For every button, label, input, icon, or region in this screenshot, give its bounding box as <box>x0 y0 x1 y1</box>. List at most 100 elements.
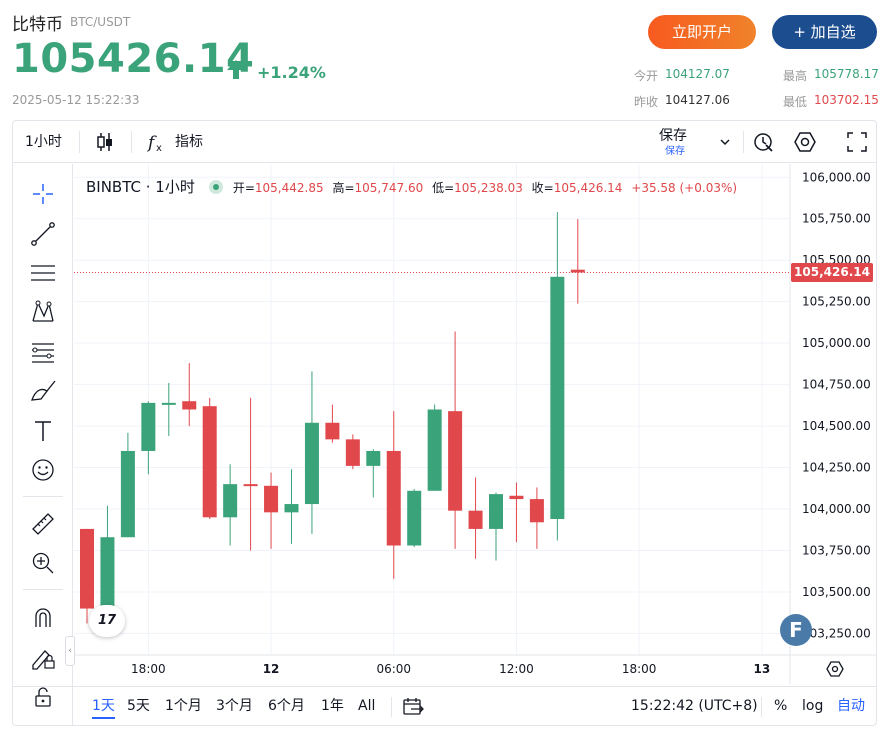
range-divider <box>761 697 762 717</box>
y-tick-label: 106,000.00 <box>802 170 871 184</box>
add-watchlist-button[interactable]: + 加自选 <box>772 15 877 49</box>
open-account-button[interactable]: 立即开户 <box>648 15 756 49</box>
collapse-toolbar-handle[interactable]: ‹ <box>65 636 75 666</box>
today-open-value: 104127.07 <box>665 67 730 81</box>
candle-body <box>80 528 94 609</box>
y-tick-label: 105,750.00 <box>802 212 871 226</box>
today-open-label: 今开 <box>634 69 659 83</box>
svg-text:f: f <box>146 133 157 153</box>
legend-low-label: 低= <box>432 181 455 195</box>
toolbar-divider <box>743 131 744 153</box>
zoom-in-icon[interactable] <box>29 549 57 577</box>
fib-levels-icon[interactable] <box>29 338 57 366</box>
log-scale-toggle[interactable]: log <box>802 698 824 714</box>
range-1m[interactable]: 1个月 <box>165 698 202 714</box>
tradingview-logo[interactable]: 17 <box>89 605 125 637</box>
candle-body <box>509 495 524 500</box>
y-tick-label: 103,750.00 <box>802 543 871 557</box>
candle-body <box>345 439 360 466</box>
chart-clock[interactable]: 15:22:42 (UTC+8) <box>631 698 758 714</box>
range-bar: 1天 5天 1个月 3个月 6个月 1年 All 15:22:42 (UTC+8… <box>13 686 876 725</box>
toolbar-divider <box>23 589 63 590</box>
legend-high-label: 高= <box>332 181 355 195</box>
x-tick-label: 06:00 <box>376 662 411 676</box>
candle-body <box>325 422 340 440</box>
magnet-icon[interactable] <box>29 603 57 631</box>
candle-body <box>448 411 463 511</box>
candle-body <box>489 494 503 529</box>
range-5d[interactable]: 5天 <box>127 698 150 714</box>
high-label: 最高 <box>783 69 808 83</box>
trend-line-icon[interactable] <box>29 220 57 248</box>
toolbar-divider <box>131 131 132 153</box>
candle-body <box>386 450 401 546</box>
last-price-tag: 105,426.14 <box>791 263 873 282</box>
lock-edit-icon[interactable] <box>29 643 57 671</box>
emoji-icon[interactable] <box>29 456 57 484</box>
legend-symbol[interactable]: BINBTC · 1小时 <box>86 178 195 196</box>
candle-body <box>161 402 176 405</box>
low-label: 最低 <box>783 95 808 109</box>
price-change: +1.24% <box>257 63 326 82</box>
percent-scale-toggle[interactable]: % <box>774 698 788 714</box>
alert-clock-icon[interactable] <box>751 130 775 154</box>
candle-body <box>141 402 156 451</box>
hexagon-settings-icon[interactable] <box>793 130 817 154</box>
candle-body <box>550 276 565 519</box>
indicators-button[interactable]: 指标 <box>175 134 203 150</box>
ruler-icon[interactable] <box>29 510 57 538</box>
candle-body <box>202 406 217 518</box>
asset-name: 比特币 <box>12 15 63 35</box>
range-3m[interactable]: 3个月 <box>216 698 253 714</box>
candle-body <box>120 450 135 538</box>
range-all[interactable]: All <box>358 698 376 714</box>
legend-open-label: 开= <box>232 181 255 195</box>
range-6m[interactable]: 6个月 <box>268 698 305 714</box>
chart-toolbar: 1小时 f x 指标 保存 保存 <box>13 121 876 163</box>
auto-scale-toggle[interactable]: 自动 <box>837 698 865 714</box>
y-tick-label: 104,750.00 <box>802 378 871 392</box>
candle-body <box>407 490 422 546</box>
range-1d[interactable]: 1天 <box>92 687 115 726</box>
save-sublabel: 保存 <box>665 146 685 157</box>
candle-body <box>182 401 197 410</box>
market-status-icon <box>208 179 223 194</box>
range-1y[interactable]: 1年 <box>321 698 344 714</box>
calendar-goto-icon[interactable] <box>401 695 425 719</box>
fx-icon[interactable]: f x <box>145 130 169 154</box>
low-value: 103702.15 <box>814 93 879 107</box>
y-tick-label: 104,500.00 <box>802 419 871 433</box>
high-value: 105778.17 <box>814 67 879 81</box>
x-tick-label: 18:00 <box>131 662 166 676</box>
price-timestamp: 2025-05-12 15:22:33 <box>12 93 140 107</box>
candlestick-icon[interactable] <box>93 130 117 154</box>
ohlc-legend: BINBTC · 1小时 开=105,442.85 高=105,747.60 低=… <box>86 176 737 197</box>
drawing-toolbar <box>13 164 73 726</box>
fullscreen-icon[interactable] <box>845 130 869 154</box>
chevron-down-icon[interactable] <box>713 130 737 154</box>
asset-pair: BTC/USDT <box>70 15 131 29</box>
legend-low-value: 105,238.03 <box>454 181 523 195</box>
candle-body <box>223 484 238 518</box>
y-tick-label: 103,250.00 <box>802 626 871 640</box>
interval-selector[interactable]: 1小时 <box>25 134 62 150</box>
unlock-icon[interactable] <box>29 683 57 711</box>
legend-open-value: 105,442.85 <box>254 181 324 195</box>
brush-icon[interactable] <box>29 377 57 405</box>
save-button[interactable]: 保存 <box>659 128 687 144</box>
toolbar-divider <box>23 496 63 497</box>
candle-body <box>304 422 319 505</box>
pattern-icon[interactable] <box>29 298 57 326</box>
candle-body <box>468 510 483 529</box>
axis-settings-icon <box>826 661 844 677</box>
y-tick-label: 103,500.00 <box>802 585 871 599</box>
svg-text:x: x <box>156 143 162 154</box>
f-badge-icon[interactable]: F <box>780 614 812 646</box>
legend-change-value: +35.58 (+0.03%) <box>631 181 738 195</box>
text-icon[interactable] <box>29 417 57 445</box>
horizontal-lines-icon[interactable] <box>29 259 57 287</box>
candle-body <box>570 269 585 273</box>
candle-body <box>427 409 442 491</box>
crosshair-icon[interactable] <box>29 180 57 208</box>
